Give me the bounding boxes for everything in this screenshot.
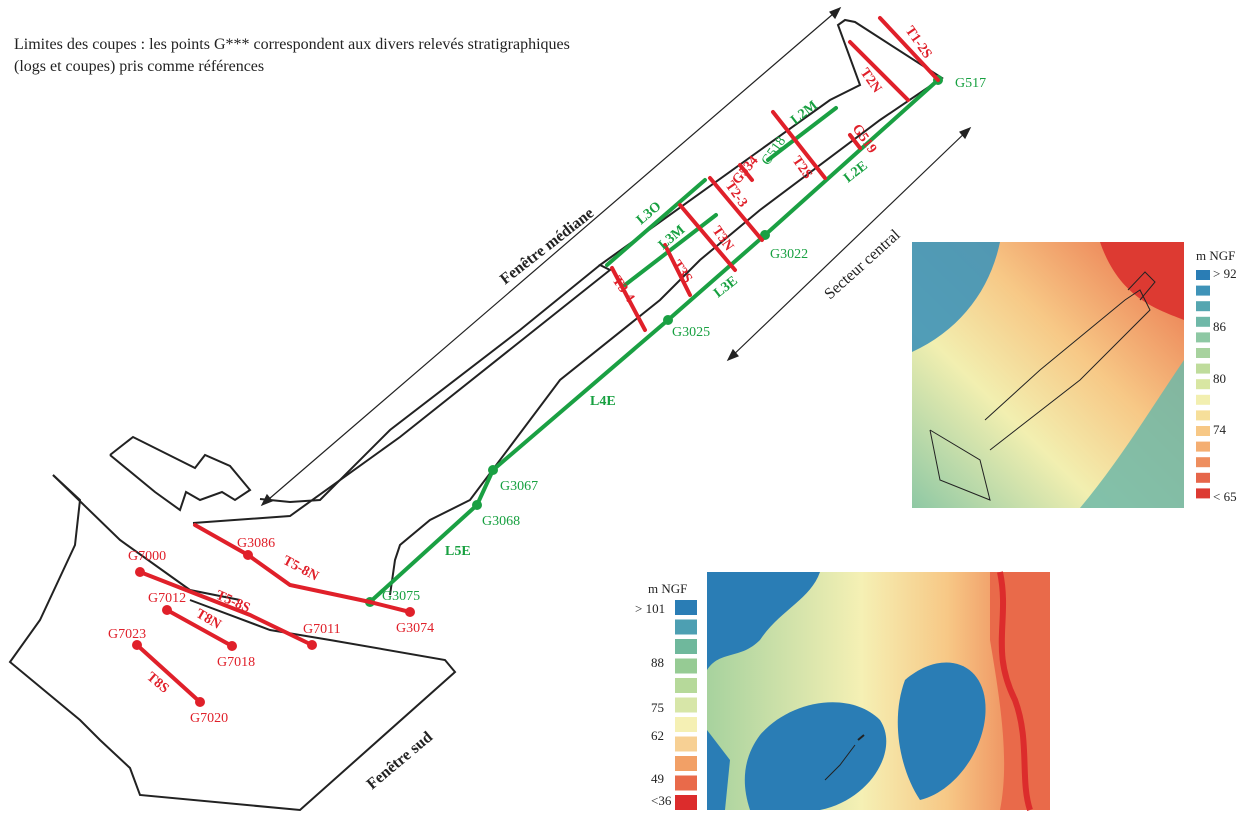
legend-small-label: 74 <box>1213 422 1227 437</box>
legend-small-label: 80 <box>1213 371 1226 386</box>
legend-small-label: > 92 <box>1213 266 1237 281</box>
point-label-g7012: G7012 <box>148 591 186 606</box>
secteur-central-arrow <box>726 126 972 362</box>
legend-small-swatch <box>1196 301 1210 312</box>
point-label-g3068: G3068 <box>482 514 520 529</box>
red-points <box>132 550 415 707</box>
section-label-t5-8n: T5-8N <box>280 553 321 584</box>
legend-small-swatch <box>1196 426 1210 436</box>
legend-large-label: <36 <box>651 793 672 808</box>
legend-large: m NGF > 101 88 75 62 49 <36 <box>635 581 697 810</box>
legend-small-swatch <box>1196 472 1210 483</box>
legend-small-swatch <box>1196 363 1210 374</box>
red-sections <box>135 16 940 704</box>
legend-large-swatch <box>675 678 697 693</box>
legend-large-swatch <box>675 717 697 732</box>
zone-label-fenetre-mediane: Fenêtre médiane <box>497 205 597 289</box>
legend-large-swatch <box>675 736 697 752</box>
point-label-g7023: G7023 <box>108 627 146 642</box>
point-label-g7011: G7011 <box>303 622 341 637</box>
section-label-l4e: L4E <box>590 394 616 409</box>
legend-small-swatch <box>1196 332 1210 343</box>
legend-large-unit: m NGF <box>648 581 687 596</box>
section-label-l5e: L5E <box>445 544 471 559</box>
legend-large-label: > 101 <box>635 601 665 616</box>
legend-small-swatch <box>1196 379 1210 390</box>
point-label-g3067: G3067 <box>500 479 538 494</box>
section-label-t5-8s: T5-8S <box>213 588 252 616</box>
legend-large-label: 62 <box>651 728 664 743</box>
legend-large-swatch <box>675 697 697 713</box>
legend-large-label: 49 <box>651 771 664 786</box>
section-label-g518: G518 <box>759 134 789 168</box>
zone-label-fenetre-sud: Fenêtre sud <box>364 728 436 793</box>
legend-large-swatch <box>675 795 697 810</box>
section-l2e <box>368 78 940 604</box>
section-l2m <box>766 106 838 162</box>
legend-small: m NGF > 92 86 80 74 < 65 <box>1196 248 1237 504</box>
legend-large-swatch <box>675 658 697 674</box>
point-label-g7000: G7000 <box>128 549 166 564</box>
point-label-g3074: G3074 <box>396 621 434 636</box>
legend-small-label: < 65 <box>1213 489 1237 504</box>
point-label-g7018: G7018 <box>217 655 255 670</box>
legend-large-swatch <box>675 639 697 654</box>
point-label-g3022: G3022 <box>770 247 808 262</box>
legend-small-swatch <box>1196 410 1210 421</box>
point-label-g517: G517 <box>955 76 986 91</box>
legend-large-label: 75 <box>651 700 664 715</box>
legend-small-swatch <box>1196 285 1210 296</box>
legend-small-swatch <box>1196 348 1210 358</box>
legend-small-swatch <box>1196 488 1210 499</box>
relief-inset-large <box>707 571 1050 811</box>
legend-small-unit: m NGF <box>1196 248 1235 263</box>
point-label-g3025: G3025 <box>672 325 710 340</box>
legend-large-swatch <box>675 756 697 771</box>
zone-label-secteur-central: Secteur central <box>821 226 904 303</box>
legend-small-label: 86 <box>1213 319 1227 334</box>
legend-small-swatch <box>1196 441 1210 452</box>
legend-small-swatch <box>1196 457 1210 468</box>
point-label-g7020: G7020 <box>190 711 228 726</box>
legend-large-label: 88 <box>651 655 664 670</box>
point-label-g3075: G3075 <box>382 589 420 604</box>
green-sections <box>368 78 940 604</box>
legend-large-swatch <box>675 619 697 635</box>
fenetre-mediane-arrow <box>260 6 842 507</box>
map-caption: Limites des coupes : les points G*** cor… <box>14 36 570 75</box>
relief-inset-small <box>912 242 1184 508</box>
section-l3m <box>623 213 718 287</box>
legend-large-swatch <box>675 600 697 615</box>
section-l3o <box>605 178 707 267</box>
legend-small-swatch <box>1196 316 1210 327</box>
section-label-l3o: L3O <box>634 199 665 228</box>
legend-large-swatch <box>675 775 697 791</box>
point-label-g3086: G3086 <box>237 536 275 551</box>
legend-small-swatch <box>1196 394 1210 405</box>
legend-small-swatch <box>1196 270 1210 280</box>
